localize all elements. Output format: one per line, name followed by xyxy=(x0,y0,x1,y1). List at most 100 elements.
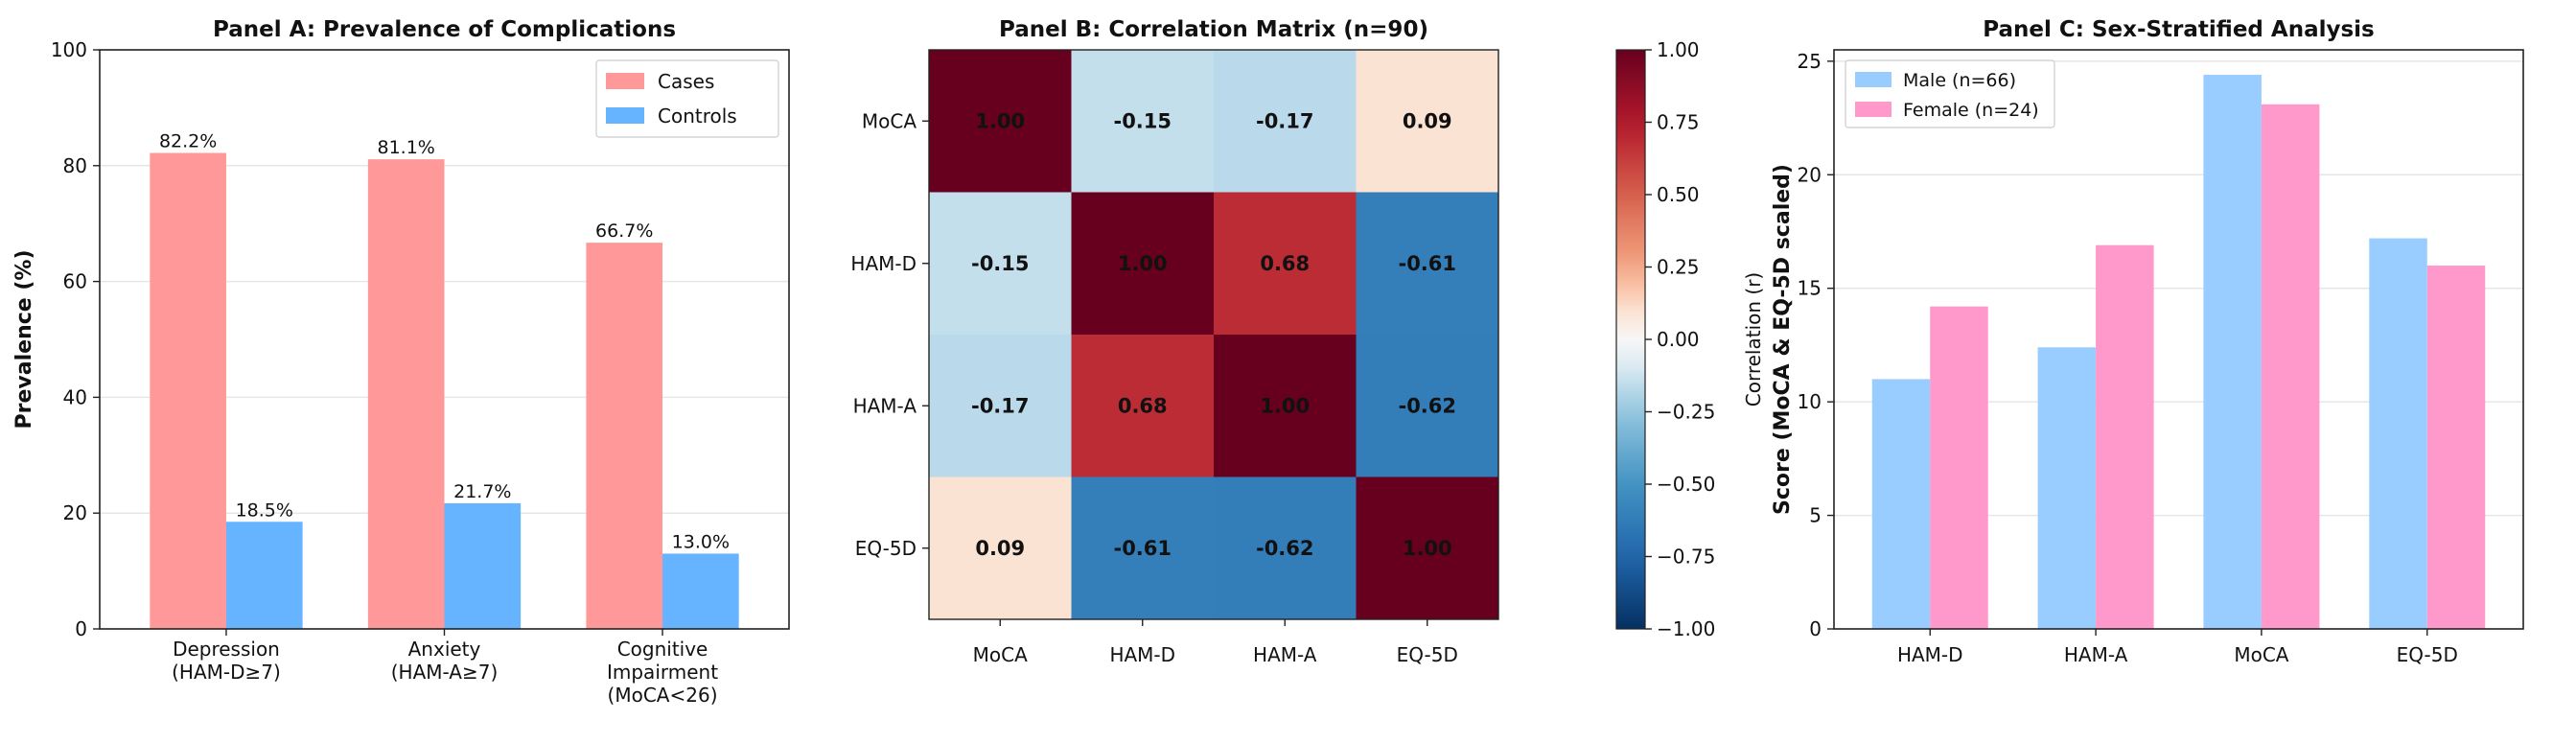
heatmap-cell xyxy=(1356,192,1499,336)
legend-swatch xyxy=(606,73,644,89)
heatmap-cell xyxy=(929,192,1072,336)
heatmap-cell xyxy=(1071,476,1215,620)
bar-value-label: 13.0% xyxy=(672,531,730,552)
colorbar-tick-label: 0.25 xyxy=(1657,256,1700,279)
cell-value-label: 1.00 xyxy=(1403,537,1452,560)
cell-value-label: 0.68 xyxy=(1118,394,1168,417)
cell-value-label: 0.68 xyxy=(1260,252,1310,275)
row-label: MoCA xyxy=(862,109,917,132)
cell-value-label: -0.15 xyxy=(971,252,1030,275)
bar-male xyxy=(2037,347,2097,629)
row-label: HAM-A xyxy=(853,394,917,417)
panel-b: Panel B: Correlation Matrix (n=90) 1.00 -0… xyxy=(850,17,1765,666)
cell-value-label: -0.61 xyxy=(1398,252,1456,275)
heatmap-cell xyxy=(1071,335,1215,477)
bar-value-label: 18.5% xyxy=(236,499,293,521)
colorbar-tick-label: −0.25 xyxy=(1657,401,1715,424)
heatmap-cell xyxy=(1356,50,1499,193)
heatmap-cell xyxy=(1071,50,1215,193)
cell-value-label: 1.00 xyxy=(1118,252,1168,275)
bar-female xyxy=(2096,244,2154,629)
bar-controls xyxy=(444,502,522,629)
panel-b-title: Panel B: Correlation Matrix (n=90) xyxy=(999,17,1428,42)
col-label: EQ-5D xyxy=(1397,643,1458,666)
heatmap-cell xyxy=(929,50,1072,193)
cell-value-label: -0.17 xyxy=(1256,109,1314,132)
y-tick-label: 40 xyxy=(63,385,87,408)
y-tick-label: 20 xyxy=(63,501,87,524)
x-tick-label: (HAM-D≥7) xyxy=(172,661,281,684)
col-label: MoCA xyxy=(973,643,1028,666)
heatmap-cell xyxy=(1214,50,1357,193)
bar-controls xyxy=(662,553,739,629)
legend-swatch xyxy=(1855,102,1891,117)
panel-c-title: Panel C: Sex-Stratified Analysis xyxy=(1983,17,2375,42)
y-tick-label: 5 xyxy=(1809,504,1822,527)
bar-cases xyxy=(586,243,663,629)
colorbar xyxy=(1615,49,1646,630)
heatmap-frame xyxy=(928,49,1499,620)
legend-label: Controls xyxy=(658,104,737,128)
row-label: HAM-D xyxy=(850,252,917,275)
bar-value-label: 82.2% xyxy=(159,131,217,152)
y-tick-label: 15 xyxy=(1798,277,1822,300)
x-tick-label: (MoCA<26) xyxy=(608,684,718,707)
bar-cases xyxy=(367,159,445,629)
heatmap-cell xyxy=(1356,476,1499,620)
x-tick-label: Impairment xyxy=(607,661,718,684)
cell-value-label: -0.15 xyxy=(1113,109,1172,132)
heatmap-cell xyxy=(929,476,1072,620)
heatmap-cell xyxy=(1071,192,1215,336)
cell-value-label: -0.17 xyxy=(971,394,1030,417)
colorbar-label: Correlation (r) xyxy=(1742,272,1765,406)
x-tick-label: MoCA xyxy=(2234,643,2288,666)
y-axis-label: Prevalence (%) xyxy=(12,250,36,430)
cell-value-label: 0.09 xyxy=(1403,109,1452,132)
y-axis-label: Score (MoCA & EQ-5D scaled) xyxy=(1771,164,1795,515)
bar-cases xyxy=(150,152,226,629)
legend-swatch xyxy=(1855,72,1891,87)
legend-label: Cases xyxy=(658,70,714,93)
bar-value-label: 81.1% xyxy=(378,137,435,158)
bar-controls xyxy=(225,522,303,629)
y-tick-label: 60 xyxy=(63,270,87,293)
heatmap-cell xyxy=(929,335,1072,477)
cell-value-label: 0.09 xyxy=(975,537,1025,560)
panel-a: Panel A: Prevalence of Complications 82.2… xyxy=(12,17,790,707)
y-tick-label: 25 xyxy=(1798,50,1822,73)
heatmap-cell xyxy=(1214,476,1357,620)
cell-value-label: 1.00 xyxy=(975,109,1025,132)
legend-swatch xyxy=(606,107,644,124)
y-tick-label: 0 xyxy=(75,617,87,640)
cell-value-label: -0.62 xyxy=(1398,394,1456,417)
y-tick-label: 100 xyxy=(51,38,87,61)
bar-male xyxy=(2369,238,2427,630)
heatmap-cell xyxy=(1214,335,1357,477)
plot-frame xyxy=(1833,49,2524,630)
col-label: HAM-A xyxy=(1253,643,1317,666)
row-label: EQ-5D xyxy=(855,537,917,560)
bar-male xyxy=(1871,379,1931,629)
colorbar-tick-label: 0.50 xyxy=(1657,183,1700,206)
bar-value-label: 66.7% xyxy=(595,221,653,242)
bar-female xyxy=(2261,104,2320,630)
x-tick-label: EQ-5D xyxy=(2397,643,2458,666)
heatmap-cell xyxy=(1214,192,1357,336)
x-tick-label: Cognitive xyxy=(617,638,708,661)
y-tick-label: 0 xyxy=(1809,617,1822,640)
panel-c: Panel C: Sex-Stratified Analysis 0 5 10 15 20… xyxy=(1771,17,2524,666)
x-tick-label: Depression xyxy=(173,638,280,661)
col-label: HAM-D xyxy=(1109,643,1175,666)
bar-male xyxy=(2203,75,2262,629)
cell-value-label: -0.61 xyxy=(1113,537,1172,560)
cell-value-label: 1.00 xyxy=(1260,394,1310,417)
colorbar-tick-label: 0.75 xyxy=(1657,111,1700,134)
colorbar-tick-label: −1.00 xyxy=(1657,617,1715,640)
heatmap-cell xyxy=(1356,335,1499,477)
legend-label: Female (n=24) xyxy=(1903,100,2039,121)
cell-value-label: -0.62 xyxy=(1256,537,1314,560)
x-tick-label: HAM-D xyxy=(1897,643,1963,666)
bar-value-label: 21.7% xyxy=(453,481,511,502)
x-tick-label: (HAM-A≥7) xyxy=(391,661,499,684)
